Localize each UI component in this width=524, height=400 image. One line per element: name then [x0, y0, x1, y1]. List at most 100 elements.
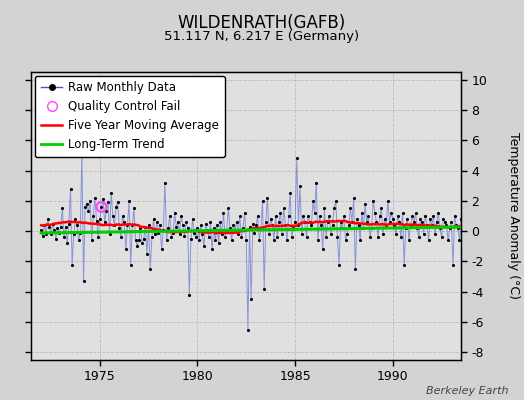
Point [55, 230, 63, 236]
Point [234, 231, 242, 237]
Point [428, 222, 436, 228]
Point [73, 222, 81, 228]
Text: 51.117 N, 6.217 E (Germany): 51.117 N, 6.217 E (Germany) [165, 30, 359, 43]
Point [169, 230, 177, 236]
Point [145, 222, 153, 228]
Point [117, 234, 125, 240]
Point [351, 266, 359, 272]
Point [110, 222, 118, 228]
Point [195, 237, 203, 244]
Point [123, 222, 132, 228]
Point [423, 222, 431, 228]
Point [154, 230, 162, 236]
Point [445, 225, 454, 231]
Point [185, 292, 193, 298]
Point [258, 198, 267, 204]
Point [114, 199, 122, 206]
Point [283, 237, 291, 244]
Point [338, 225, 346, 231]
Point [335, 261, 343, 268]
Point [164, 225, 172, 231]
Point [245, 224, 254, 230]
Point [411, 210, 420, 216]
Point [370, 210, 379, 216]
Y-axis label: Temperature Anomaly (°C): Temperature Anomaly (°C) [507, 132, 520, 300]
Point [405, 237, 413, 244]
Point [332, 198, 340, 204]
Point [224, 205, 233, 212]
Point [189, 216, 197, 222]
Point [156, 222, 164, 228]
Point [452, 222, 461, 228]
Point [414, 234, 423, 240]
Point [223, 226, 231, 233]
Point [95, 216, 104, 222]
Point [463, 231, 472, 237]
Point [424, 237, 433, 244]
Point [304, 213, 312, 219]
Point [458, 222, 467, 228]
Point [211, 237, 220, 244]
Point [105, 231, 114, 237]
Point [108, 213, 117, 219]
Point [128, 222, 137, 228]
Point [58, 205, 67, 212]
Point [50, 226, 58, 233]
Point [139, 236, 148, 242]
Point [83, 201, 91, 207]
Point [216, 219, 224, 225]
Point [101, 219, 109, 225]
Point [180, 232, 189, 239]
Point [292, 155, 301, 162]
Point [439, 216, 447, 222]
Point [286, 190, 294, 196]
Point [159, 226, 168, 233]
Point [196, 222, 205, 228]
Point [76, 230, 84, 236]
Point [213, 222, 221, 228]
Point [52, 236, 60, 242]
Point [203, 226, 211, 233]
Point [255, 237, 264, 244]
Point [449, 261, 457, 268]
Point [327, 231, 335, 237]
Point [244, 326, 252, 333]
Point [395, 219, 403, 225]
Point [432, 219, 441, 225]
Point [252, 222, 260, 228]
Point [305, 219, 314, 225]
Point [241, 210, 249, 216]
Point [298, 231, 306, 237]
Point [97, 204, 106, 210]
Point [267, 216, 275, 222]
Point [248, 220, 257, 227]
Point [102, 208, 111, 215]
Point [232, 219, 241, 225]
Point [89, 213, 97, 219]
Point [45, 224, 53, 230]
Point [162, 237, 171, 244]
Point [330, 205, 339, 212]
Point [270, 237, 278, 244]
Point [363, 219, 371, 225]
Point [345, 222, 353, 228]
Point [125, 198, 133, 204]
Point [183, 225, 192, 231]
Point [94, 234, 102, 240]
Point [136, 225, 145, 231]
Point [122, 246, 130, 252]
Point [382, 222, 390, 228]
Point [217, 231, 226, 237]
Point [247, 296, 255, 302]
Point [442, 222, 451, 228]
Point [214, 240, 223, 246]
Point [301, 219, 309, 225]
Point [263, 195, 271, 201]
Point [307, 222, 315, 228]
Point [275, 219, 283, 225]
Point [157, 246, 166, 252]
Point [97, 204, 106, 210]
Point [315, 213, 324, 219]
Point [141, 224, 149, 230]
Point [366, 234, 374, 240]
